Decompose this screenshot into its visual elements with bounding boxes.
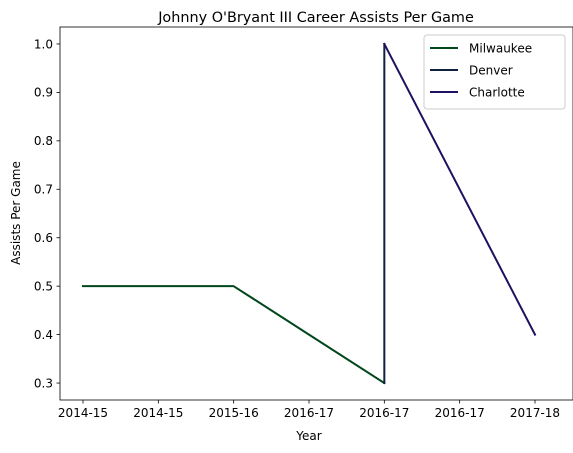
y-axis: 0.3 0.4 0.5 0.6 0.7 0.8 0.9 1.0 xyxy=(34,37,60,390)
series-layer xyxy=(82,42,537,385)
x-axis: 2014-15 2014-15 2015-16 2016-17 2016-17 2016-… xyxy=(58,400,560,420)
legend-box xyxy=(423,34,566,110)
y-tick-label: 0.6 xyxy=(34,231,53,245)
series-line-milwaukee xyxy=(82,285,386,385)
chart-title: Johnny O'Bryant III Career Assists Per G… xyxy=(157,10,474,26)
x-tick-label: 2014-15 xyxy=(133,406,183,420)
x-axis-label: Year xyxy=(295,429,321,443)
x-tick-label: 2017-18 xyxy=(510,406,560,420)
y-axis-label: Assists Per Game xyxy=(9,161,23,265)
y-tick-label: 0.3 xyxy=(34,376,53,390)
legend: Milwaukee Denver Charlotte xyxy=(423,34,566,110)
legend-label-charlotte: Charlotte xyxy=(469,86,525,100)
series-line-charlotte xyxy=(382,42,537,336)
legend-label-milwaukee: Milwaukee xyxy=(469,42,532,56)
plot-frame xyxy=(59,26,573,401)
x-tick-label: 2014-15 xyxy=(58,406,108,420)
y-tick-label: 0.7 xyxy=(34,183,53,197)
x-tick-label: 2016-17 xyxy=(435,406,485,420)
y-tick-label: 0.9 xyxy=(34,86,53,100)
y-tick-label: 0.4 xyxy=(34,328,53,342)
x-tick-label: 2016-17 xyxy=(359,406,409,420)
x-tick-label: 2016-17 xyxy=(284,406,334,420)
y-tick-label: 1.0 xyxy=(34,37,53,51)
y-tick-label: 0.5 xyxy=(34,279,53,293)
y-tick-label: 0.8 xyxy=(34,134,53,148)
legend-label-denver: Denver xyxy=(469,64,513,78)
x-tick-label: 2015-16 xyxy=(209,406,259,420)
